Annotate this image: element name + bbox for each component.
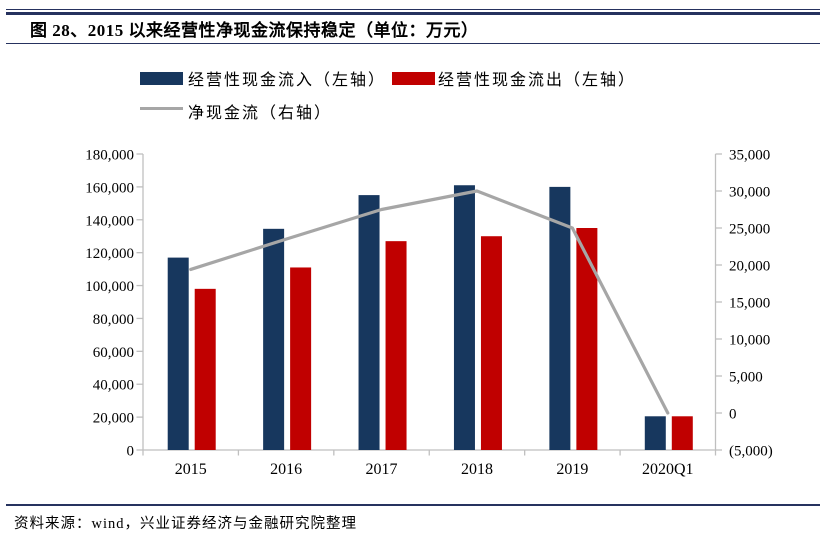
bar-inflow-2019 [549, 186, 571, 450]
left-axis-tick-label: 140,000 [85, 213, 134, 229]
bar-inflow-2020Q1 [644, 416, 666, 450]
x-axis-label-2018: 2018 [461, 461, 493, 478]
left-axis-tick-label: 0 [127, 444, 135, 460]
right-axis-tick-label: 10,000 [729, 333, 770, 349]
bar-outflow-2015 [194, 288, 216, 450]
figure-title: 图 28、2015 以来经营性净现金流保持稳定（单位：万元） [30, 21, 479, 40]
bar-outflow-2017 [385, 241, 407, 450]
bar-inflow-2018 [453, 185, 475, 450]
bar-inflow-2017 [358, 195, 380, 450]
x-axis-label-2015: 2015 [175, 461, 207, 478]
right-axis-tick-label: 20,000 [729, 259, 770, 275]
title-bottom-rule [6, 42, 820, 45]
left-axis-tick-label: 40,000 [93, 378, 134, 394]
left-axis-tick-label: 20,000 [93, 411, 134, 427]
title-top-rule-thin [6, 9, 820, 11]
left-axis-tick-label: 160,000 [85, 180, 134, 196]
footer-rule [6, 504, 820, 506]
bar-outflow-2019 [576, 228, 598, 450]
bar-inflow-2016 [263, 228, 285, 450]
right-axis-tick-label: 25,000 [729, 222, 770, 238]
legend-label-inflow: 经营性现金流入（左轴） [188, 72, 387, 89]
x-axis-label-2016: 2016 [270, 461, 302, 478]
legend-label-outflow: 经营性现金流出（左轴） [438, 72, 637, 89]
source-note: 资料来源：wind，兴业证券经济与金融研究院整理 [14, 516, 357, 532]
legend-swatch-outflow [392, 72, 435, 85]
left-axis-tick-label: 80,000 [93, 312, 134, 328]
bar-outflow-2018 [480, 236, 502, 450]
right-axis-tick-label: 15,000 [729, 296, 770, 312]
x-axis-label-2019: 2019 [556, 461, 588, 478]
bar-outflow-2016 [290, 267, 312, 450]
legend-swatch-inflow [140, 72, 183, 85]
left-axis-tick-label: 60,000 [93, 345, 134, 361]
right-axis-tick-label: 30,000 [729, 185, 770, 201]
right-axis-tick-label: 35,000 [729, 148, 770, 164]
bar-outflow-2020Q1 [671, 416, 693, 450]
left-axis-tick-label: 100,000 [85, 279, 134, 295]
right-axis-tick-label: 0 [729, 407, 737, 423]
x-axis-label-2020Q1: 2020Q1 [642, 461, 694, 478]
legend-label-netline: 净现金流（右轴） [188, 105, 333, 122]
right-axis-tick-label: (5,000) [729, 444, 773, 460]
x-axis-label-2017: 2017 [366, 461, 398, 478]
left-axis-tick-label: 180,000 [85, 148, 134, 164]
right-axis-tick-label: 5,000 [729, 370, 763, 386]
left-axis-tick-label: 120,000 [85, 246, 134, 262]
title-top-rule-thick [6, 12, 820, 15]
legend-swatch-netline [140, 107, 183, 110]
bar-inflow-2015 [167, 257, 189, 450]
net-cashflow-line [189, 189, 670, 415]
